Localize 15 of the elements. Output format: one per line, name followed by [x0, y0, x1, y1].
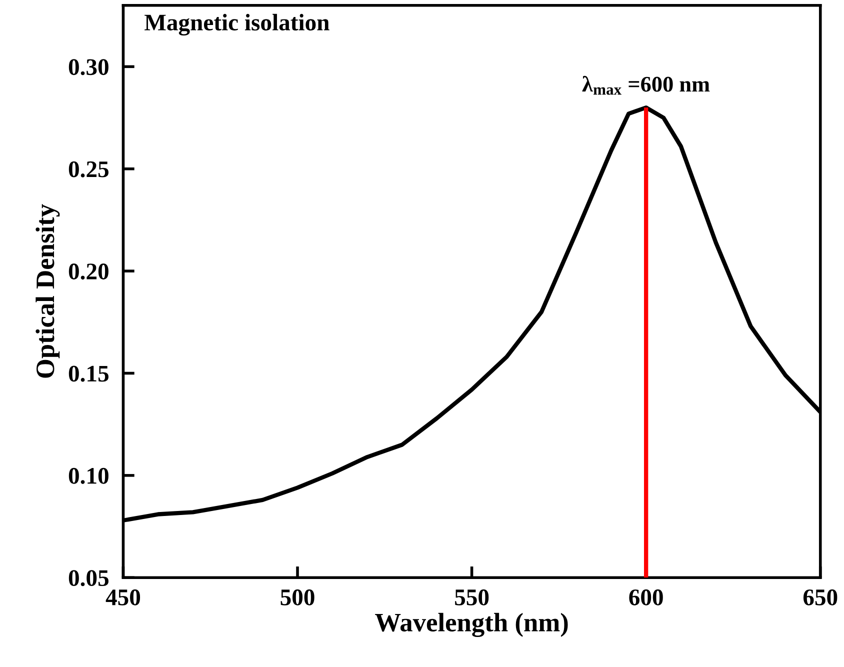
y-tick-label: 0.10 [68, 468, 108, 484]
y-tick-label: 0.15 [68, 366, 108, 382]
y-axis-title: Optical Density [36, 204, 60, 378]
x-tick-label: 550 [455, 589, 489, 606]
ref-line-label: λ$_{max}$ =600 nm [582, 76, 710, 95]
y-tick-label: 0.30 [68, 59, 108, 76]
y-tick-label: 0.05 [68, 570, 108, 586]
x-tick-label: 450 [106, 589, 140, 606]
x-tick-label: 600 [629, 589, 663, 606]
x-tick-label: 500 [280, 589, 314, 606]
chart-title: Magnetic isolation [144, 14, 330, 36]
x-tick-label: 650 [803, 589, 838, 606]
y-tick-label: 0.20 [68, 264, 108, 280]
y-tick-label: 0.25 [68, 161, 108, 178]
x-axis-title: Wavelength (nm) [375, 612, 568, 638]
